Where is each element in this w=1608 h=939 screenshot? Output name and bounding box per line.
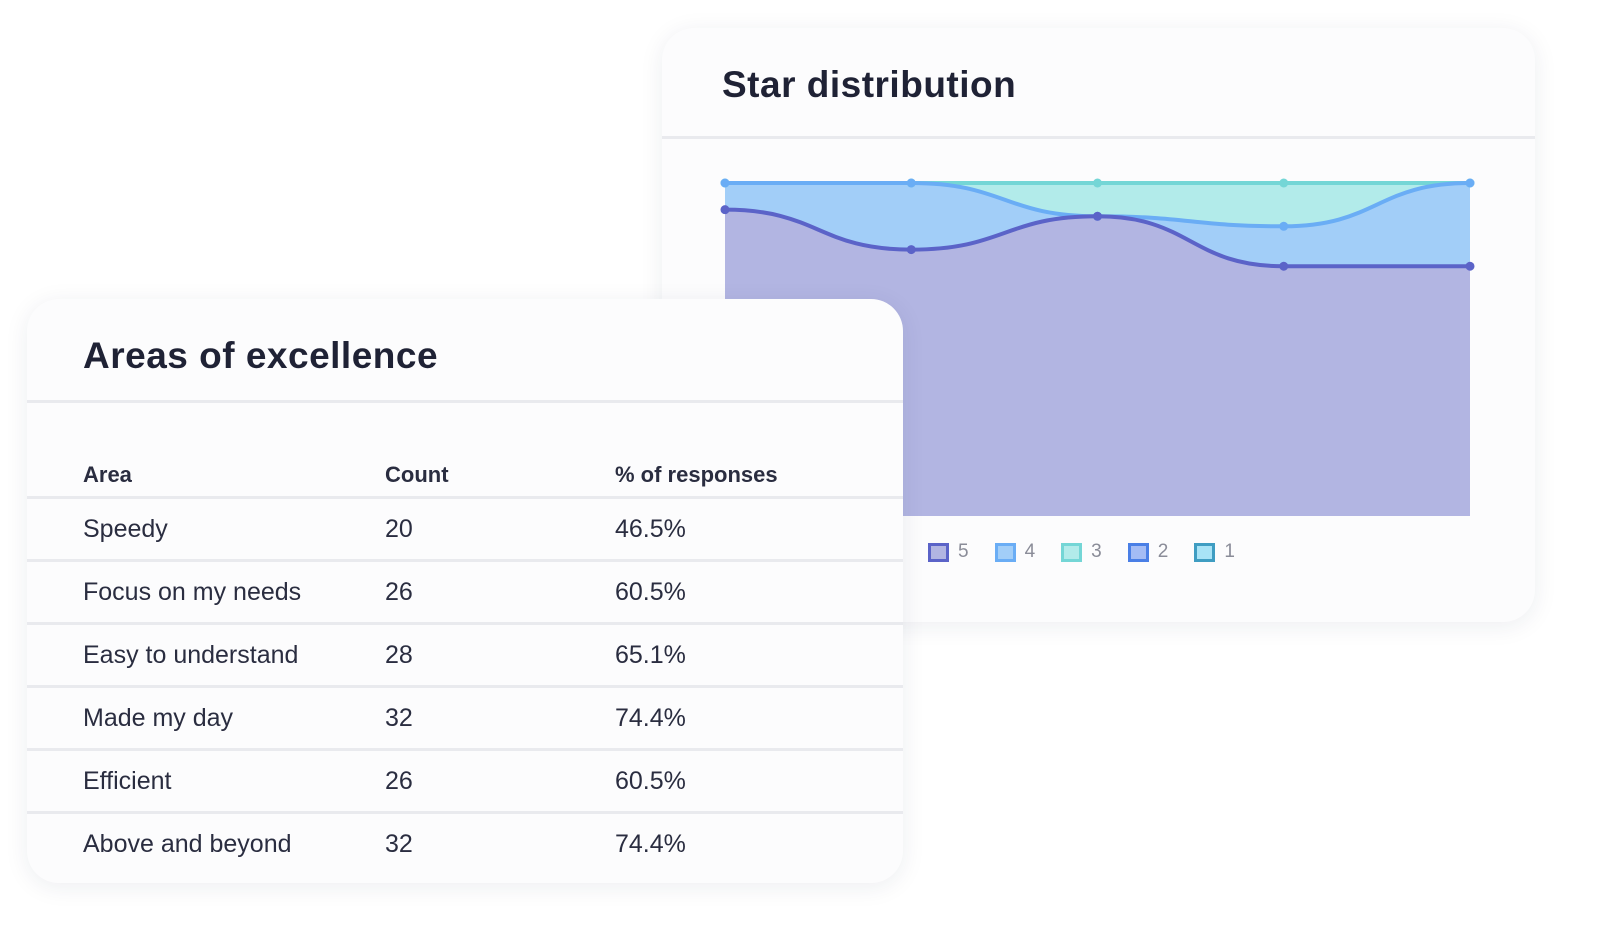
table-row: Above and beyond 32 74.4% (27, 811, 903, 874)
legend-item-3[interactable]: 3 (1061, 541, 1102, 563)
area-series-5 (725, 209, 1470, 516)
data-point-series-5-2[interactable] (1093, 211, 1102, 221)
table-header-row: Area Count % of responses (27, 439, 903, 498)
data-point-series-5-4[interactable] (1465, 261, 1475, 271)
table-row: Speedy 20 46.5% (27, 496, 903, 561)
data-point-series-3-3[interactable] (1279, 178, 1289, 188)
legend-label: 2 (1157, 541, 1169, 562)
count-cell: 26 (384, 748, 614, 813)
legend-label: 3 (1091, 541, 1102, 562)
legend-swatch (994, 542, 1016, 562)
count-cell: 32 (384, 811, 614, 874)
legend-label: 4 (1024, 541, 1036, 562)
area-cell: Efficient (27, 748, 384, 813)
areas-of-excellence-card: Areas of excellence Area Count % of resp… (27, 299, 903, 883)
header-area: Area (83, 462, 132, 487)
legend-item-4[interactable]: 4 (994, 541, 1036, 563)
percent-cell: 46.5% (614, 496, 903, 561)
table-row: Easy to understand 28 65.1% (27, 622, 903, 687)
percent-cell: 74.4% (614, 811, 903, 874)
legend-swatch (1061, 542, 1083, 562)
area-cell: Above and beyond (27, 811, 384, 874)
count-cell: 28 (384, 622, 614, 687)
divider (662, 136, 1535, 139)
count-cell: 20 (384, 496, 614, 561)
data-point-series-4-3[interactable] (1279, 221, 1289, 231)
area-chart (720, 178, 1475, 516)
data-point-series-5-0[interactable] (720, 205, 730, 215)
legend-item-5[interactable]: 5 (928, 541, 969, 563)
data-point-series-3-2[interactable] (1093, 178, 1102, 188)
table-row: Efficient 26 60.5% (27, 748, 903, 813)
table-row: Focus on my needs 26 60.5% (27, 559, 903, 624)
legend-item-2[interactable]: 2 (1127, 541, 1169, 563)
area-cell: Easy to understand (27, 622, 384, 687)
data-point-series-4-1[interactable] (906, 178, 916, 188)
percent-cell: 74.4% (614, 685, 903, 750)
percent-cell: 65.1% (614, 622, 903, 687)
data-point-series-5-3[interactable] (1279, 261, 1289, 271)
excellence-table: Area Count % of responses Speedy 20 46.5% F… (27, 439, 903, 874)
legend-swatch (928, 542, 949, 562)
header-count: Count (385, 462, 449, 487)
area-cell: Speedy (27, 496, 384, 561)
count-cell: 32 (384, 685, 614, 750)
percent-cell: 60.5% (614, 559, 903, 624)
legend-swatch (1127, 542, 1149, 562)
header-percent: % of responses (615, 462, 778, 487)
count-cell: 26 (384, 559, 614, 624)
card-title: Areas of excellence (83, 335, 439, 376)
divider (27, 400, 903, 403)
percent-cell: 60.5% (614, 748, 903, 813)
table-row: Made my day 32 74.4% (27, 685, 903, 750)
chart-legend: 5 4 3 2 1 (928, 541, 1235, 563)
legend-swatch (1194, 542, 1216, 562)
legend-label: 5 (958, 541, 969, 562)
data-point-series-4-0[interactable] (720, 178, 730, 188)
legend-label: 1 (1224, 541, 1235, 562)
data-point-series-4-4[interactable] (1465, 178, 1475, 188)
area-cell: Focus on my needs (27, 559, 384, 624)
data-point-series-5-1[interactable] (906, 245, 916, 255)
legend-item-1[interactable]: 1 (1194, 541, 1235, 563)
area-cell: Made my day (27, 685, 384, 750)
card-title: Star distribution (722, 64, 1017, 105)
